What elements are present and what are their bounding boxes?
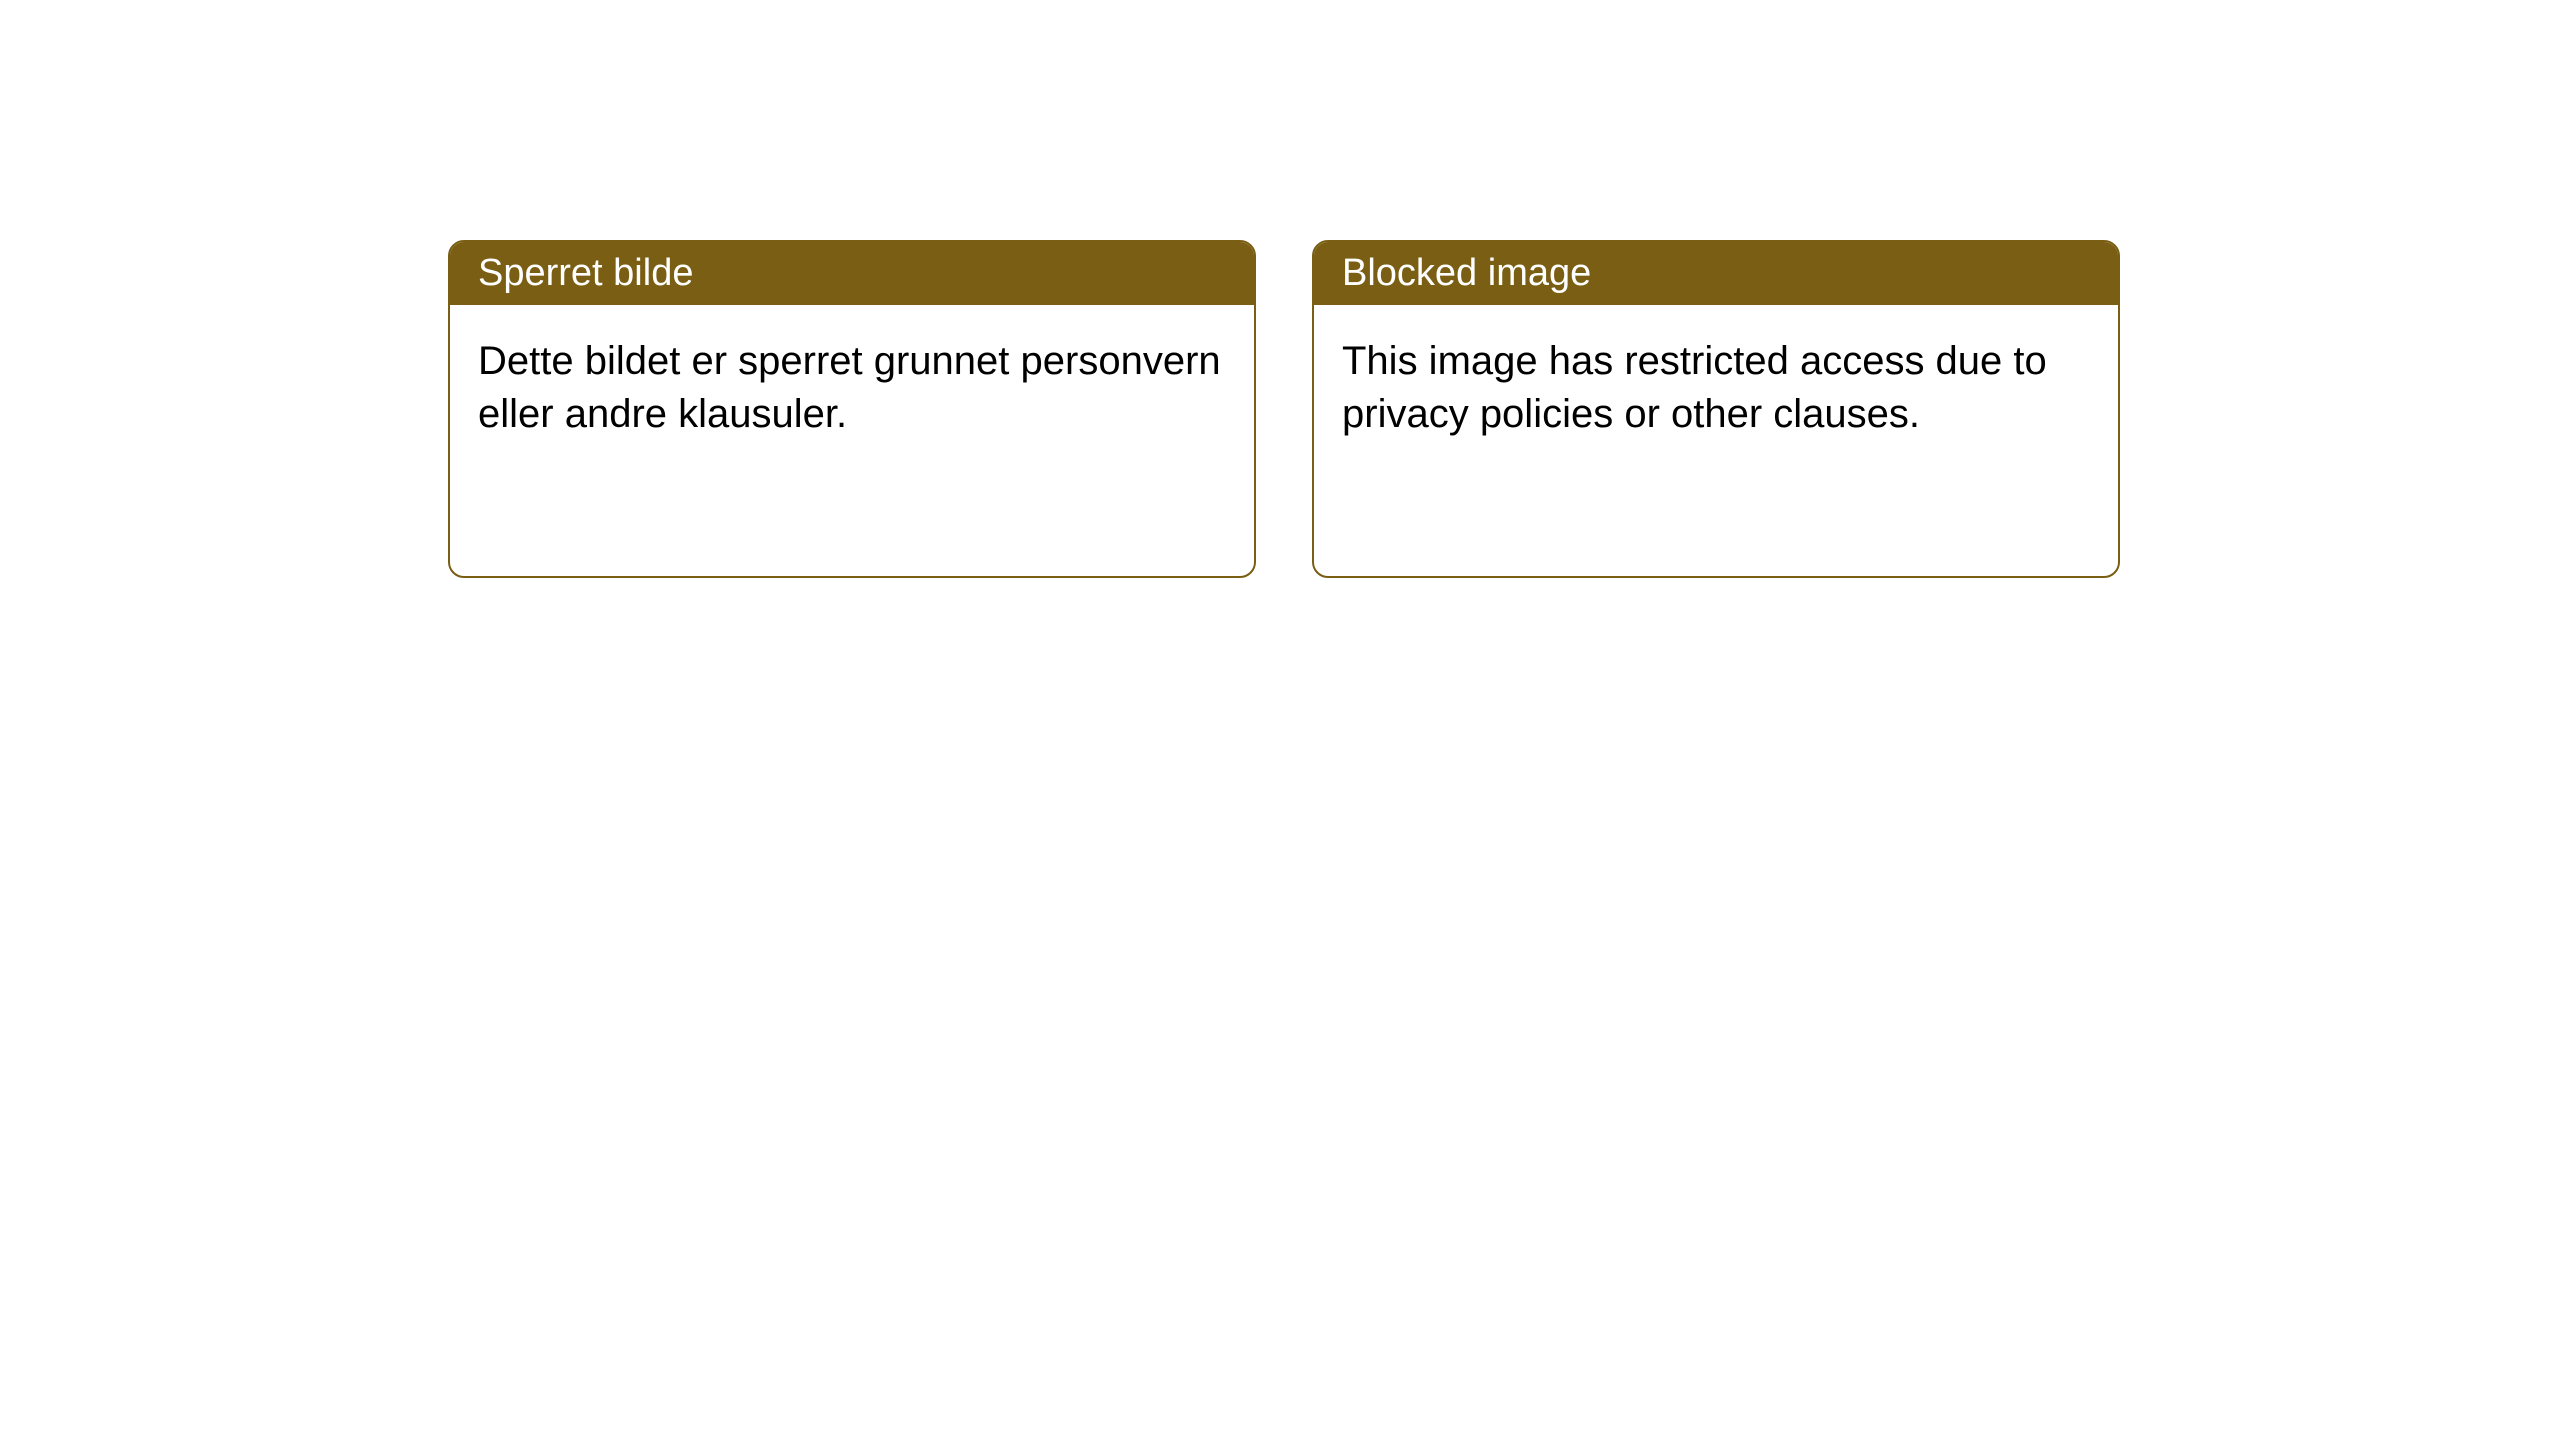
card-body-text: This image has restricted access due to …	[1342, 339, 2047, 436]
card-title: Sperret bilde	[478, 252, 693, 294]
card-body: Dette bildet er sperret grunnet personve…	[450, 305, 1254, 471]
card-container: Sperret bilde Dette bildet er sperret gr…	[0, 0, 2560, 578]
card-header: Sperret bilde	[450, 242, 1254, 305]
card-header: Blocked image	[1314, 242, 2118, 305]
notice-card-english: Blocked image This image has restricted …	[1312, 240, 2120, 578]
card-body-text: Dette bildet er sperret grunnet personve…	[478, 339, 1221, 436]
card-title: Blocked image	[1342, 252, 1591, 294]
notice-card-norwegian: Sperret bilde Dette bildet er sperret gr…	[448, 240, 1256, 578]
card-body: This image has restricted access due to …	[1314, 305, 2118, 471]
